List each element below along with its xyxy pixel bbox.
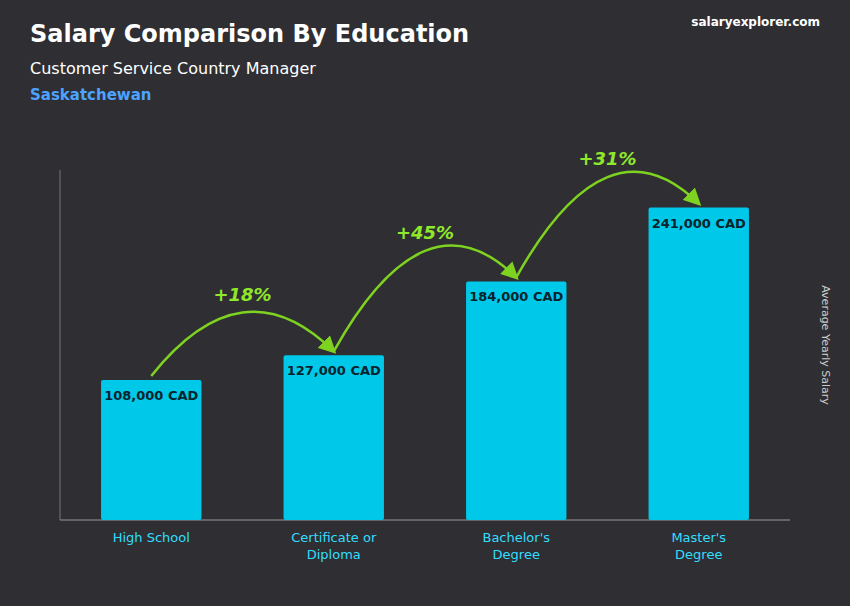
x-tick-label-line: Master's: [671, 530, 726, 545]
x-tick-label-line: Degree: [493, 547, 540, 562]
background: [0, 0, 850, 606]
x-tick-label: Bachelor's Degree: [482, 530, 550, 562]
x-tick-label: High School: [113, 530, 190, 545]
pct-label: +31%: [578, 148, 636, 169]
x-tick-label-line: Diploma: [307, 547, 361, 562]
bar: [284, 355, 384, 520]
value-label: 127,000 CAD: [287, 363, 381, 378]
pct-label: +18%: [213, 284, 271, 305]
title: Salary Comparison By Education: [30, 20, 469, 48]
pct-arrow: [516, 172, 699, 278]
pct-arrow: [334, 246, 517, 352]
y-axis-label: Average Yearly Salary: [819, 285, 832, 405]
source: salaryexplorer.com: [691, 15, 820, 29]
x-tick-label: Master's Degree: [671, 530, 726, 562]
value-label: 241,000 CAD: [652, 216, 746, 231]
bar: [101, 380, 201, 520]
x-tick-label-line: High School: [113, 530, 190, 545]
bars: [101, 208, 749, 520]
chart-container: Salary Comparison By Education Customer S…: [0, 0, 850, 606]
x-tick-label-line: Degree: [675, 547, 722, 562]
pct-label: +45%: [396, 222, 454, 243]
x-tick-label: Certificate or Diploma: [291, 530, 377, 562]
bar: [649, 208, 749, 520]
bar: [466, 281, 566, 520]
y-axis-line: [60, 170, 61, 520]
chart-svg: Salary Comparison By Education Customer S…: [0, 0, 850, 606]
x-tick-label-line: Certificate or: [291, 530, 377, 545]
value-label: 184,000 CAD: [469, 289, 563, 304]
pct-arrow: [151, 312, 334, 376]
x-tick-label-line: Bachelor's: [482, 530, 550, 545]
location: Saskatchewan: [30, 86, 152, 104]
subtitle: Customer Service Country Manager: [30, 59, 316, 78]
value-label: 108,000 CAD: [104, 388, 198, 403]
